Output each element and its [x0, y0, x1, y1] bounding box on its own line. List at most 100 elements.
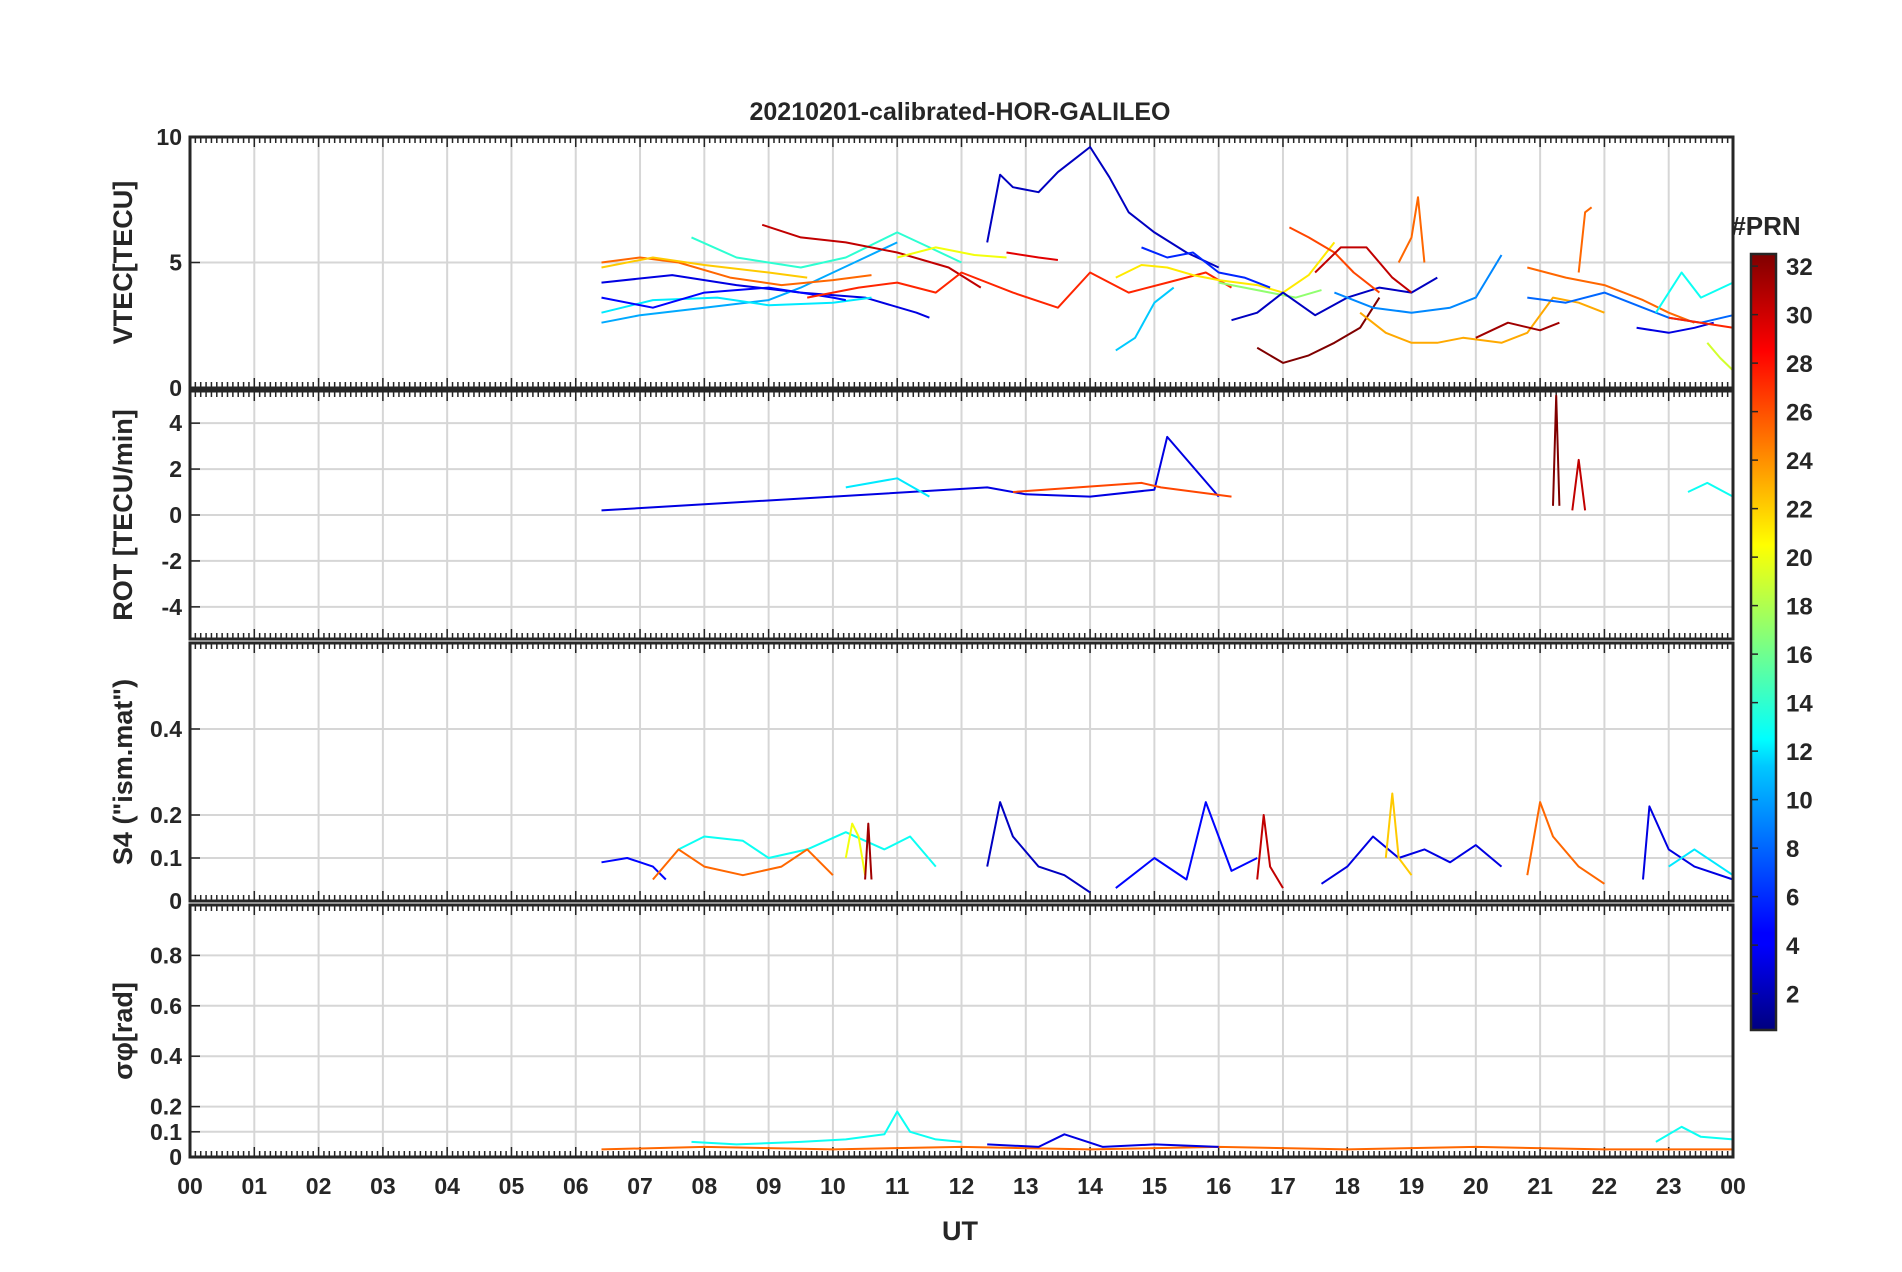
x-tick-label: 14 [1077, 1173, 1103, 1199]
x-axis-label: UT [942, 1216, 978, 1246]
series-line-prn-20 [896, 246, 1007, 259]
y-tick-label: 0.4 [150, 716, 182, 742]
x-tick-label: 00 [177, 1173, 203, 1199]
series-line-prn-6 [1141, 246, 1271, 289]
x-tick-label: 19 [1399, 1173, 1425, 1199]
x-tick-label: 04 [434, 1173, 460, 1199]
panel-sigma_phi: 00.10.2 0.4 0.6 0.8 σφ[rad] [108, 903, 1735, 1170]
panel-s4: 0 0.1 0.2 0.4 S4 ("ism.mat") [108, 641, 1735, 914]
y-tick-label: 10 [156, 124, 182, 150]
series-line-prn-23 [1359, 296, 1605, 344]
y-axis-label: S4 ("ism.mat") [108, 679, 138, 865]
colorbar-tick-label: 4 [1786, 933, 1800, 960]
colorbar-tick-label: 26 [1786, 400, 1813, 427]
series-line-prn-3 [986, 801, 1091, 894]
series-line-prn-3 [1231, 276, 1438, 322]
series-line-prn-4 [1636, 321, 1714, 334]
x-tick-label: 11 [885, 1173, 910, 1199]
series-line-prn-12 [845, 477, 930, 498]
series-line-prn-27 [807, 271, 1233, 309]
series-line-prn-4 [601, 274, 930, 319]
y-tick-label: 0 [169, 1144, 182, 1170]
y-tick-label: 0.4 [150, 1043, 182, 1069]
x-tick-label: 21 [1527, 1173, 1553, 1199]
panel-vtec: 0 5 10 VTEC[TECU] [108, 124, 1735, 401]
colorbar-tick-label: 10 [1786, 788, 1813, 815]
series-line-prn-4 [601, 435, 1220, 512]
y-axis-label: ROT [TECU/min] [108, 409, 138, 620]
panel-frame [188, 641, 1735, 903]
series-line-prn-19 [1706, 342, 1734, 372]
colorbar-tick-label: 20 [1786, 545, 1813, 572]
x-tick-label: 03 [370, 1173, 396, 1199]
series-line-prn-30 [1256, 814, 1284, 889]
x-tick-label: 13 [1013, 1173, 1039, 1199]
y-tick-label: -4 [162, 594, 183, 620]
series-line-prn-30 [1314, 246, 1413, 294]
colorbar-tick-label: 24 [1786, 448, 1813, 475]
y-axis-label: VTEC[TECU] [108, 181, 138, 345]
x-tick-label: 01 [241, 1173, 267, 1199]
series-line-prn-11 [1115, 286, 1175, 352]
series-line-prn-22 [1384, 792, 1413, 876]
y-tick-label: 0.1 [150, 1119, 182, 1145]
x-tick-label: 23 [1656, 1173, 1682, 1199]
y-tick-label: 0 [169, 375, 182, 401]
series-line-prn-32 [1256, 297, 1381, 364]
y-tick-label: 0.2 [150, 1094, 182, 1120]
x-tick-label: 15 [1142, 1173, 1168, 1199]
chart-title: 20210201-calibrated-HOR-GALILEO [750, 98, 1171, 126]
series-line-prn-29 [1006, 251, 1059, 261]
x-tick-label: 16 [1206, 1173, 1232, 1199]
series-line-prn-13 [1687, 481, 1734, 498]
series-line-prn-13 [1655, 271, 1734, 314]
y-tick-label: 0 [169, 502, 182, 528]
series-line-prn-31 [1475, 321, 1560, 339]
y-tick-label: 5 [169, 250, 182, 276]
series-line-prn-25 [652, 848, 834, 881]
y-tick-label: 0.8 [150, 942, 182, 968]
series-line-prn-14 [691, 231, 962, 269]
series-line-prn-5 [1115, 801, 1258, 889]
y-tick-label: 0.6 [150, 993, 182, 1019]
colorbar-tick-label: 6 [1786, 885, 1799, 912]
x-tick-label: 05 [499, 1173, 525, 1199]
series-line-prn-25 [1577, 206, 1593, 273]
colorbar-tick-label: 22 [1786, 497, 1813, 524]
series-line-prn-25 [601, 256, 872, 287]
series-line-prn-26 [1288, 226, 1381, 294]
colorbar-tick-label: 32 [1786, 254, 1813, 281]
x-tick-label: 17 [1270, 1173, 1296, 1199]
x-tick-label: 02 [306, 1173, 332, 1199]
colorbar-tick-label: 2 [1786, 982, 1799, 1009]
series-line-prn-25 [1397, 196, 1426, 263]
x-tick-label: 22 [1592, 1173, 1618, 1199]
series-line-prn-31 [864, 822, 873, 880]
x-tick-label: 09 [756, 1173, 782, 1199]
colorbar-tick-label: 28 [1786, 351, 1813, 378]
series-line-prn-22 [601, 256, 808, 279]
y-tick-label: 0 [169, 888, 182, 914]
series-line-prn-3 [986, 146, 1220, 269]
x-tick-label: 18 [1334, 1173, 1360, 1199]
series-line-prn-21 [1115, 241, 1336, 294]
series-line-prn-13 [691, 1110, 962, 1146]
series-line-prn-20 [844, 822, 867, 876]
series-line-prn-4 [1642, 805, 1734, 881]
y-tick-label: 0.2 [150, 802, 182, 828]
series-line-prn-12 [1668, 848, 1734, 877]
series-line-prn-4 [1320, 835, 1503, 885]
series-line-prn-30 [1571, 458, 1587, 511]
series-line-prn-13 [1655, 1125, 1734, 1143]
colorbar-tick-label: 30 [1786, 303, 1813, 330]
series-line-prn-25 [1527, 266, 1695, 324]
series-line-prn-25 [601, 1145, 1733, 1151]
x-tick-label: 00 [1720, 1173, 1746, 1199]
panel-frame [188, 903, 1735, 1159]
series-line-prn-32 [1552, 394, 1561, 506]
x-tick-label: 06 [563, 1173, 589, 1199]
series-line-prn-4 [987, 1133, 1219, 1148]
y-tick-label: 2 [169, 456, 182, 482]
